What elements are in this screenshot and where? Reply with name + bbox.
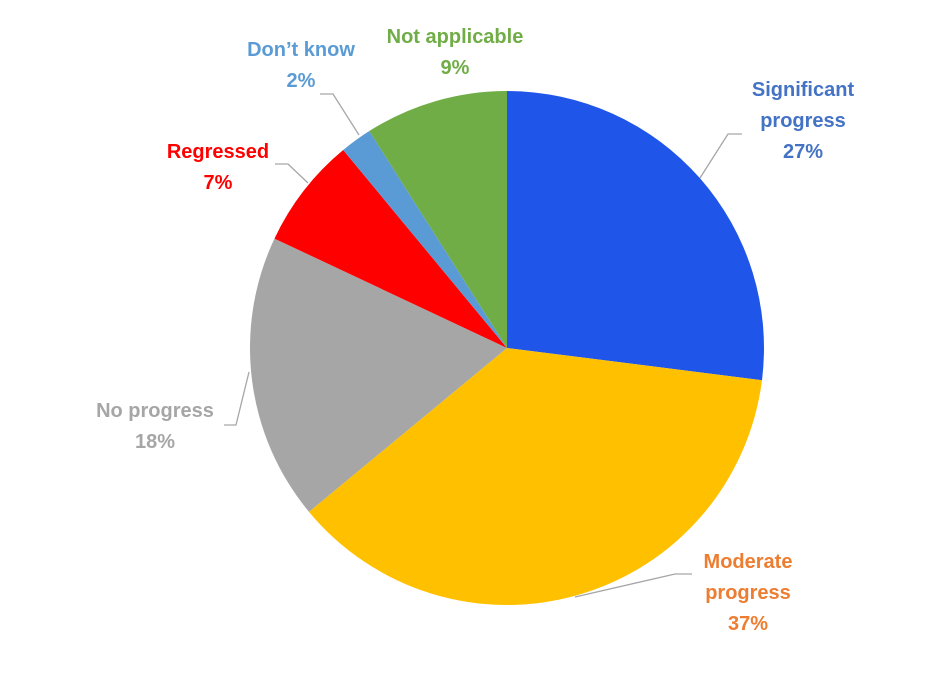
pie-slice-not-applicable (369, 91, 507, 348)
pie-slice-don-t-know (343, 131, 507, 348)
pie-slice-significant-progress (507, 91, 764, 381)
data-label-category: Not applicable (387, 26, 524, 48)
leader-line-moderate-progress (574, 573, 692, 598)
data-label-category: Moderate (704, 551, 793, 573)
data-label-value: 7% (204, 172, 233, 194)
data-label-no-progress: No progress 18% (96, 400, 214, 453)
data-label-value: 18% (135, 431, 175, 453)
leader-line-don-t-know (320, 93, 360, 136)
data-label-value: 27% (783, 141, 823, 163)
leader-line-no-progress (224, 371, 250, 426)
data-label-category: Don’t know (247, 39, 355, 61)
pie-slice-moderate-progress (308, 348, 762, 605)
data-label-category: Regressed (167, 141, 269, 163)
data-label-category: progress (705, 582, 791, 604)
data-label-category: progress (760, 110, 846, 132)
leader-lines (224, 93, 742, 598)
data-label-regressed: Regressed 7% (167, 141, 269, 194)
data-label-don-t-know: Don’t know 2% (247, 39, 355, 92)
data-labels: Significant progress 27% Moderate progress 37… (96, 26, 854, 635)
data-label-value: 2% (287, 70, 316, 92)
leader-line-significant-progress (699, 133, 742, 179)
data-label-value: 37% (728, 613, 768, 635)
pie-slice-no-progress (249, 238, 507, 512)
data-label-category: Significant (752, 79, 855, 101)
data-label-significant-progress: Significant progress 27% (752, 79, 855, 163)
data-label-value: 9% (441, 57, 470, 79)
leader-line-regressed (275, 163, 309, 184)
data-label-category: No progress (96, 400, 214, 422)
data-label-not-applicable: Not applicable 9% (387, 26, 524, 79)
data-label-moderate-progress: Moderate progress 37% (704, 551, 793, 635)
pie-slice-regressed (274, 149, 507, 348)
pie-slices (249, 91, 764, 605)
